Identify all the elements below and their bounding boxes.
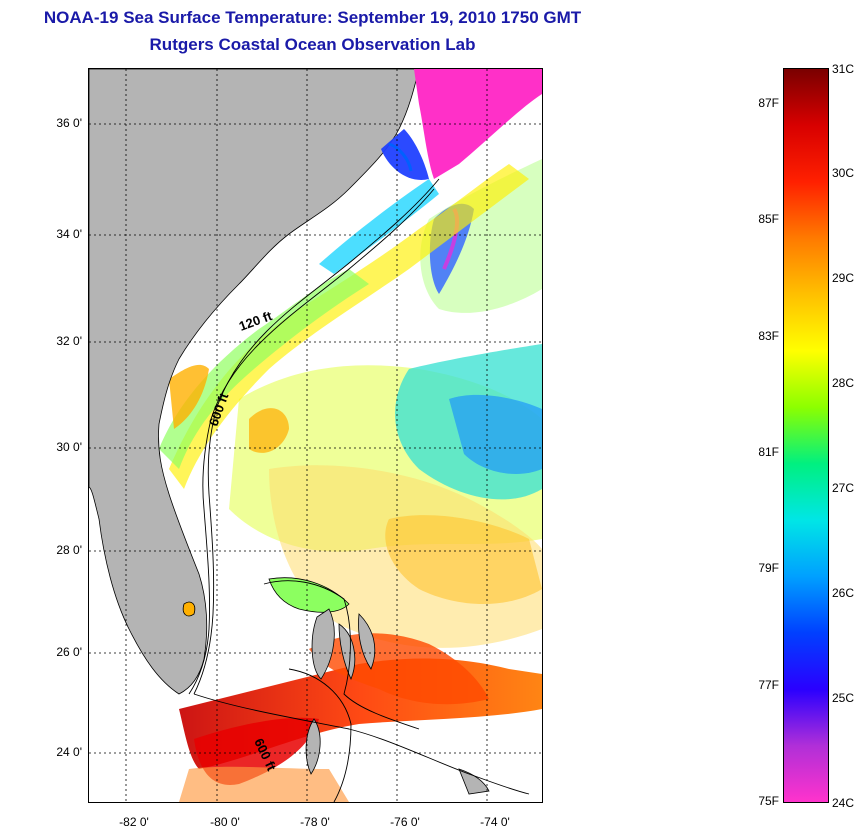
pamlico-sound <box>414 69 542 179</box>
colorbar-fahrenheit-label: 75F <box>758 794 779 808</box>
lat-tick-label: 36 0' <box>56 116 82 130</box>
lat-tick-label: 34 0' <box>56 227 82 241</box>
depth-contours <box>188 178 530 802</box>
colorbar-celsius-label: 31C <box>832 62 855 76</box>
colorbar-celsius-label: 27C <box>832 481 855 495</box>
colorbar-celsius-label: 24C <box>832 796 855 810</box>
lat-tick-label: 24 0' <box>56 745 82 759</box>
colorbar-celsius-label: 25C <box>832 691 855 705</box>
colorbar-celsius-label: 26C <box>832 586 855 600</box>
lat-tick-label: 28 0' <box>56 543 82 557</box>
map-title: NOAA-19 Sea Surface Temperature: Septemb… <box>43 8 582 27</box>
lon-tick-label: -76 0' <box>390 815 420 829</box>
colorbar-celsius-label: 28C <box>832 376 855 390</box>
lat-tick-label: 26 0' <box>56 645 82 659</box>
sst-map[interactable]: 120 ft 600 ft 600 ft <box>88 68 543 803</box>
colorbar-fahrenheit-label: 79F <box>758 561 779 575</box>
lon-tick-label: -74 0' <box>480 815 510 829</box>
colorbar-fahrenheit-label: 81F <box>758 445 779 459</box>
contour-600ft <box>193 178 440 695</box>
lat-tick-label: 32 0' <box>56 334 82 348</box>
colorbar-fahrenheit-label: 83F <box>758 329 779 343</box>
lat-tick-label: 30 0' <box>56 440 82 454</box>
colorbar-fahrenheit-label: 77F <box>758 678 779 692</box>
colorbar-celsius-label: 29C <box>832 271 855 285</box>
colorbar-gradient <box>784 69 828 802</box>
colorbar-fahrenheit-label: 85F <box>758 212 779 226</box>
lon-tick-label: -82 0' <box>119 815 149 829</box>
coastal-warm-band <box>169 164 529 489</box>
temperature-colorbar <box>783 68 829 803</box>
colorbar-celsius-label: 30C <box>832 166 855 180</box>
sst-map-canvas: 120 ft 600 ft 600 ft <box>89 69 542 802</box>
land-mass <box>89 69 420 695</box>
contour-120ft <box>188 188 435 695</box>
map-subtitle: Rutgers Coastal Ocean Observation Lab <box>149 35 476 54</box>
lon-tick-label: -80 0' <box>210 815 240 829</box>
lon-tick-label: -78 0' <box>300 815 330 829</box>
colorbar-fahrenheit-label: 87F <box>758 96 779 110</box>
bahamas-islands <box>182 577 490 795</box>
graticule <box>89 69 542 802</box>
